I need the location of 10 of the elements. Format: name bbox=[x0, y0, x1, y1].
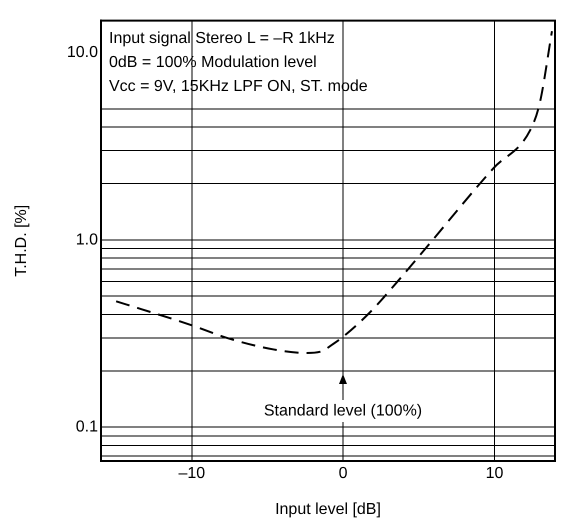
annotation: Input signal Stereo L = –R 1kHz bbox=[109, 30, 335, 48]
x-axis-title: Input level [dB] bbox=[275, 500, 381, 518]
y-tick-label: 1.0 bbox=[76, 231, 98, 248]
y-tick-label: 0.1 bbox=[76, 418, 98, 436]
y-axis-title: T.H.D. [%] bbox=[13, 204, 30, 277]
y-tick-label: 10.0 bbox=[66, 44, 98, 61]
x-tick-label: 0 bbox=[338, 465, 348, 482]
annotation: Standard level (100%) bbox=[264, 402, 422, 420]
x-tick-label: 10 bbox=[486, 465, 504, 482]
x-tick-label: –10 bbox=[178, 465, 206, 482]
